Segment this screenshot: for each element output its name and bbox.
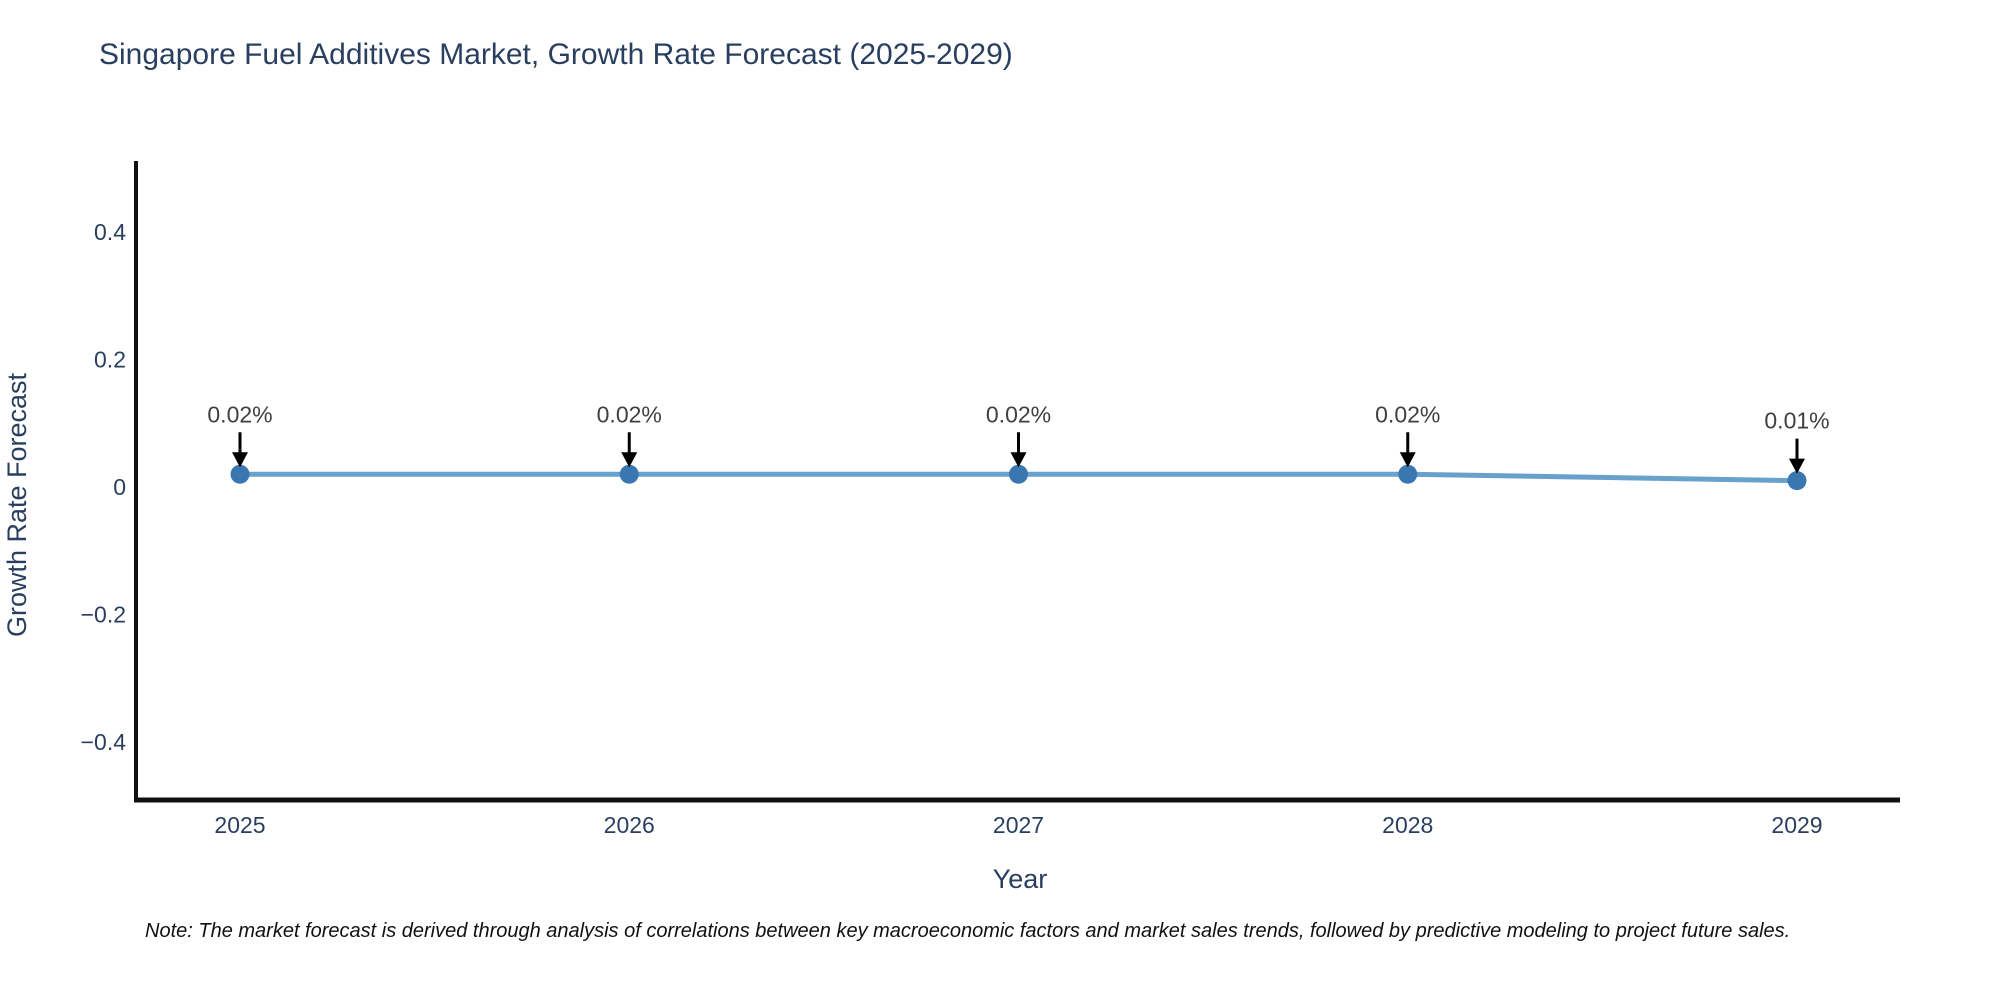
data-point-marker[interactable] bbox=[619, 464, 639, 484]
y-tick-label: −0.4 bbox=[81, 729, 127, 755]
annotation-arrow-head bbox=[621, 452, 638, 468]
chart-title: Singapore Fuel Additives Market, Growth … bbox=[99, 38, 1013, 71]
annotation-arrow-head bbox=[1789, 458, 1805, 474]
x-tick-label: 2025 bbox=[214, 812, 265, 838]
data-point-label: 0.02% bbox=[597, 401, 662, 427]
x-tick-label: 2026 bbox=[604, 812, 655, 838]
y-tick-label: 0 bbox=[113, 474, 126, 500]
x-tick-label: 2029 bbox=[1771, 812, 1822, 838]
chart-generated-layer: 0.4 0.2 0 −0.2 −0.4 2025 2026 2027 2028 2029 0.02%… bbox=[81, 161, 1900, 838]
data-point-marker[interactable] bbox=[1009, 464, 1028, 484]
data-point-label: 0.02% bbox=[207, 401, 272, 427]
x-axis-title: Year bbox=[993, 864, 1048, 894]
data-point-marker[interactable] bbox=[1398, 464, 1418, 484]
annotation-arrow-head bbox=[232, 452, 248, 468]
y-tick-label: 0.2 bbox=[94, 347, 126, 373]
data-point-label: 0.01% bbox=[1764, 408, 1829, 434]
y-axis-title: Growth Rate Forecast bbox=[2, 372, 32, 637]
annotation-arrow-head bbox=[1010, 452, 1027, 468]
y-tick-label: −0.2 bbox=[81, 602, 126, 628]
y-tick-label: 0.4 bbox=[94, 219, 126, 245]
x-tick-label: 2028 bbox=[1382, 812, 1433, 838]
data-point-label: 0.02% bbox=[986, 401, 1051, 427]
data-point-marker[interactable] bbox=[1787, 471, 1807, 491]
annotation-arrow-head bbox=[1399, 452, 1416, 468]
footnote: Note: The market forecast is derived thr… bbox=[145, 920, 1791, 942]
x-tick-label: 2027 bbox=[993, 812, 1044, 838]
data-point-marker[interactable] bbox=[230, 464, 250, 484]
data-point-label: 0.02% bbox=[1375, 401, 1440, 427]
